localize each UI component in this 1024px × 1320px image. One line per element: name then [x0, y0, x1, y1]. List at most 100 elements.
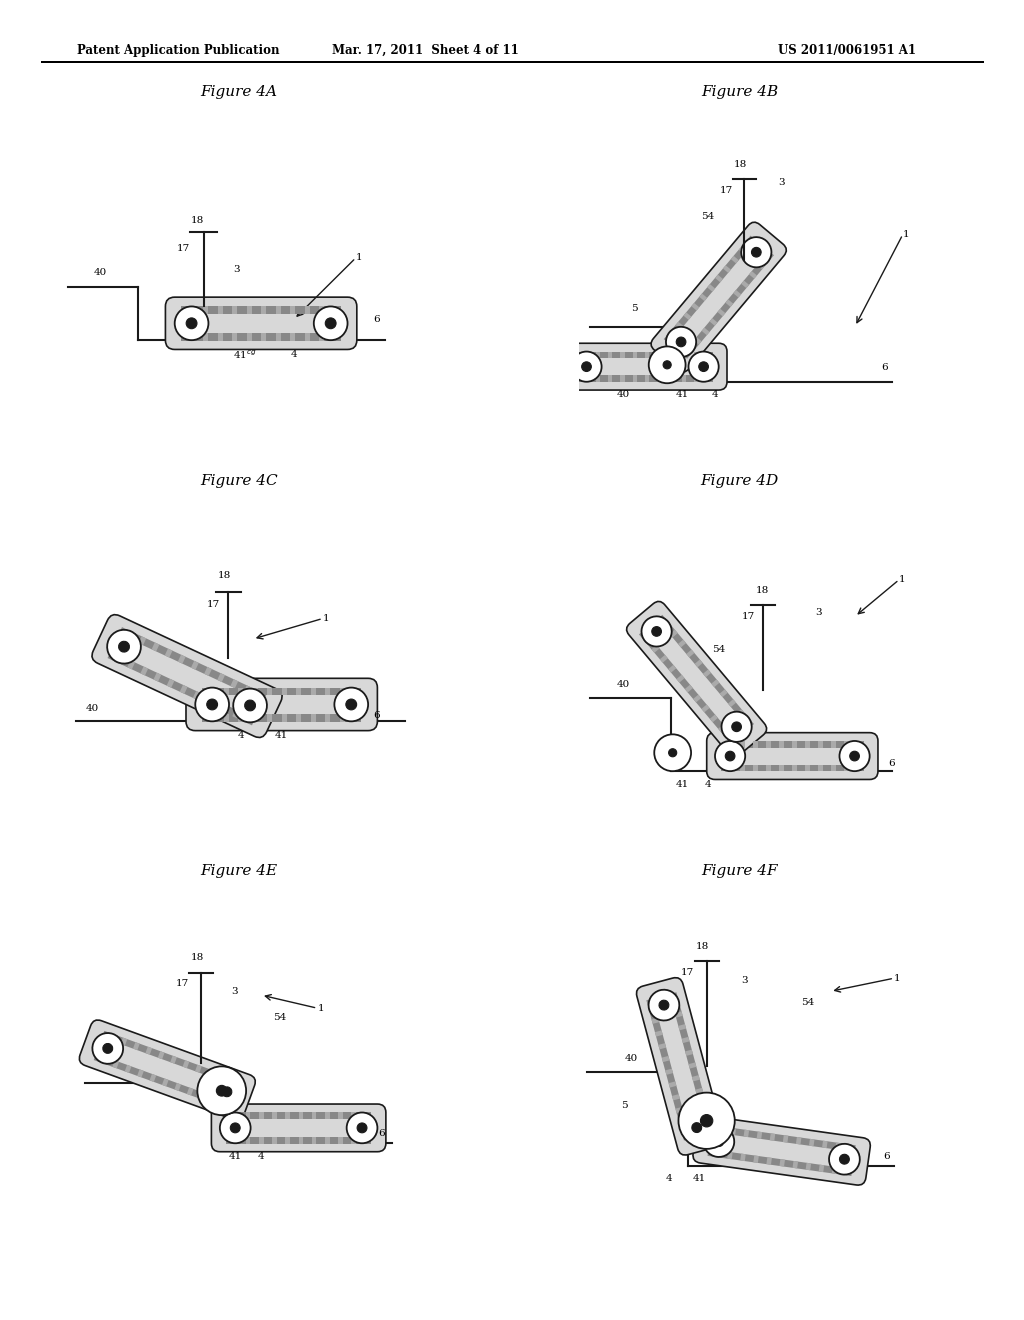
Bar: [727, 1152, 733, 1159]
Bar: [253, 714, 258, 722]
Bar: [230, 680, 239, 688]
Text: 18: 18: [190, 215, 204, 224]
Bar: [152, 643, 160, 652]
Text: 6: 6: [378, 1130, 384, 1138]
Bar: [102, 1031, 241, 1086]
Bar: [676, 1107, 683, 1113]
Bar: [290, 306, 295, 314]
Bar: [338, 1113, 343, 1119]
Bar: [738, 247, 746, 253]
Bar: [740, 764, 745, 771]
Bar: [351, 1137, 356, 1143]
Bar: [670, 993, 714, 1134]
Bar: [693, 694, 701, 702]
Bar: [698, 1101, 707, 1107]
Bar: [710, 318, 718, 326]
Bar: [299, 1137, 303, 1143]
Circle shape: [346, 700, 356, 710]
Bar: [657, 615, 754, 729]
Bar: [749, 271, 757, 279]
Bar: [701, 705, 710, 713]
Bar: [693, 337, 701, 345]
Bar: [659, 655, 668, 663]
Bar: [208, 1069, 214, 1077]
Circle shape: [326, 318, 336, 329]
Bar: [312, 1137, 316, 1143]
Circle shape: [102, 1044, 113, 1053]
Text: 5: 5: [631, 634, 637, 643]
Bar: [162, 1078, 169, 1086]
Bar: [708, 1148, 852, 1176]
Bar: [670, 375, 674, 381]
Bar: [180, 685, 187, 694]
Bar: [181, 333, 341, 341]
Bar: [209, 688, 214, 696]
Bar: [766, 741, 771, 747]
Bar: [286, 1113, 290, 1119]
Circle shape: [313, 306, 347, 341]
Bar: [272, 1113, 276, 1119]
FancyBboxPatch shape: [693, 1115, 870, 1185]
Circle shape: [659, 1001, 669, 1010]
Text: 17: 17: [681, 968, 694, 977]
Text: 1: 1: [899, 576, 906, 585]
Bar: [181, 306, 341, 314]
Circle shape: [681, 1113, 712, 1143]
Bar: [202, 714, 361, 722]
Bar: [286, 1137, 290, 1143]
Bar: [682, 351, 686, 358]
Circle shape: [715, 741, 745, 771]
Bar: [608, 375, 612, 381]
Bar: [694, 660, 702, 668]
FancyBboxPatch shape: [186, 678, 378, 731]
Circle shape: [233, 689, 267, 722]
Circle shape: [196, 688, 229, 721]
Bar: [682, 1036, 689, 1043]
Bar: [844, 764, 849, 771]
Bar: [672, 999, 679, 1005]
Bar: [694, 351, 698, 358]
Text: US 2011/0061951 A1: US 2011/0061951 A1: [778, 44, 916, 57]
Text: 3: 3: [740, 975, 748, 985]
Bar: [158, 1051, 165, 1059]
Text: 6: 6: [373, 710, 380, 719]
Bar: [714, 1150, 720, 1158]
Bar: [209, 714, 214, 722]
Circle shape: [92, 1034, 123, 1064]
Bar: [645, 375, 649, 381]
Text: 18: 18: [217, 570, 230, 579]
Bar: [686, 346, 694, 354]
Circle shape: [119, 642, 129, 652]
Bar: [244, 685, 251, 694]
Bar: [290, 333, 295, 341]
Text: 18: 18: [757, 586, 769, 595]
Bar: [731, 256, 738, 264]
Bar: [259, 1113, 263, 1119]
Bar: [319, 333, 325, 341]
Bar: [701, 327, 710, 335]
Bar: [686, 649, 694, 657]
Text: 54: 54: [273, 1012, 287, 1022]
Bar: [212, 1097, 218, 1105]
Text: Figure 4A: Figure 4A: [201, 84, 278, 99]
Bar: [694, 375, 698, 381]
Text: 41: 41: [228, 1152, 242, 1160]
Bar: [633, 375, 637, 381]
Bar: [633, 351, 637, 358]
Text: 3: 3: [815, 609, 821, 618]
Text: 41: 41: [275, 731, 289, 741]
Bar: [721, 741, 863, 747]
Bar: [125, 1065, 131, 1073]
Bar: [296, 688, 301, 696]
Bar: [310, 714, 315, 722]
Bar: [793, 764, 797, 771]
FancyBboxPatch shape: [79, 1020, 255, 1121]
Bar: [224, 714, 228, 722]
Bar: [267, 714, 272, 722]
Circle shape: [692, 1123, 701, 1133]
Bar: [109, 1034, 115, 1041]
Text: Patent Application Publication: Patent Application Publication: [77, 44, 280, 57]
Text: 40: 40: [616, 680, 630, 689]
Bar: [253, 688, 258, 696]
Bar: [140, 667, 148, 676]
